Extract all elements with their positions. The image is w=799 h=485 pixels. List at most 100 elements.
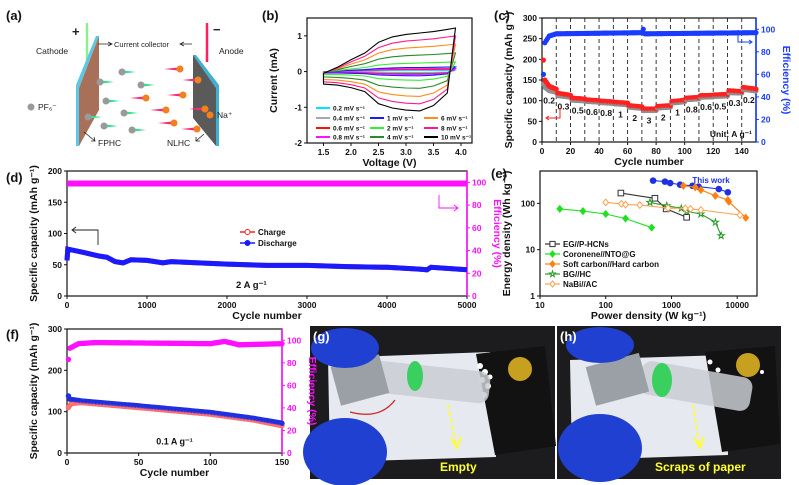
efficiency-point bbox=[540, 71, 547, 77]
anion-tail bbox=[143, 83, 155, 87]
data-point bbox=[617, 189, 625, 197]
legend-marker bbox=[549, 250, 556, 258]
current-collector-label: Current collector bbox=[114, 40, 170, 49]
x-tick-label: 20 bbox=[566, 146, 576, 156]
y2-tick-label: 0 bbox=[761, 137, 766, 147]
panel-label-c: (c) bbox=[494, 8, 510, 23]
legend-label: 8 mV s⁻¹ bbox=[441, 126, 468, 133]
data-point bbox=[661, 178, 669, 185]
notebook-emblem bbox=[508, 357, 532, 381]
data-point bbox=[736, 210, 744, 220]
pf6-anion bbox=[128, 126, 136, 134]
x-tick-label: 100 bbox=[599, 300, 613, 310]
rate-label: 0.2 bbox=[543, 96, 555, 106]
rate-label: 0.5 bbox=[714, 101, 726, 111]
photo-h: Scraps of paper (h) bbox=[557, 326, 781, 482]
legend-marker bbox=[244, 229, 251, 235]
x-tick-label: 4000 bbox=[378, 300, 397, 310]
y2-tick-label: 60 bbox=[472, 223, 482, 233]
y-axis-title: Specific capacity (mAh g⁻¹) bbox=[503, 12, 515, 149]
y2-axis-title: Efficiency (%) bbox=[780, 46, 792, 115]
legend-label: 0.4 mV s⁻¹ bbox=[333, 116, 365, 123]
pf6-anion bbox=[100, 122, 108, 130]
data-point bbox=[681, 204, 689, 213]
notebook bbox=[476, 346, 556, 455]
data-point bbox=[679, 181, 687, 190]
plot-frame bbox=[66, 328, 283, 454]
y-tick-label: 1 bbox=[297, 31, 302, 41]
data-point bbox=[622, 200, 629, 209]
pf6-anion bbox=[102, 97, 110, 105]
fphc-arrow-icon bbox=[83, 131, 96, 142]
cation-tail bbox=[130, 96, 144, 100]
series-soft-carbon-hard-carbon bbox=[679, 181, 750, 222]
y-axis-title: Current (mA) bbox=[268, 48, 280, 113]
legend-label: 4 mV s⁻¹ bbox=[387, 135, 414, 142]
pf6-label: PF₆⁻ bbox=[38, 102, 57, 112]
pf6-anion bbox=[84, 113, 92, 121]
plastic-bottle bbox=[359, 359, 491, 404]
cation-tail bbox=[164, 67, 178, 71]
na-cation bbox=[176, 65, 184, 73]
ions bbox=[84, 65, 209, 134]
legend-label: 2 mV s⁻¹ bbox=[387, 126, 414, 133]
pf6-legend-dot bbox=[27, 103, 35, 111]
metal-device bbox=[585, 352, 650, 406]
legend-label: Soft carbon//Hard carbon bbox=[563, 260, 659, 269]
y-tick-label: 50 bbox=[53, 260, 63, 270]
blue-glove-top bbox=[566, 327, 634, 363]
y-tick-label: 0 bbox=[57, 291, 62, 301]
anode-collector bbox=[193, 55, 219, 146]
y2-tick-label: 80 bbox=[761, 47, 771, 57]
y2-tick-label: 40 bbox=[472, 246, 482, 256]
red-wire bbox=[349, 399, 396, 415]
x-axis-title: Power density (W kg⁻¹) bbox=[591, 310, 706, 322]
anode-label: Anode bbox=[219, 46, 244, 56]
caption-scraps-of-paper: Scraps of paper bbox=[655, 460, 746, 474]
supercapacitor-schematic: + − Cathode Anode Current collector PF₆⁻… bbox=[27, 22, 244, 148]
x-tick-label: 100 bbox=[203, 457, 217, 467]
data-point bbox=[579, 207, 587, 216]
discharge-point bbox=[279, 420, 285, 426]
anion-tail bbox=[102, 80, 114, 84]
x-tick-label: 3.0 bbox=[400, 147, 412, 157]
fphc-label: FPHC bbox=[98, 138, 121, 148]
charge-point bbox=[553, 86, 559, 92]
rate-label: 0.8 bbox=[686, 104, 698, 114]
nlhc-arrow-icon bbox=[195, 133, 205, 142]
chart-b-cv: 1.5 2.0 2.5 3.0 3.5 4.0 -2 -1 0 1 Voltage (V) Curre… bbox=[268, 17, 473, 169]
panel-label-g: (g) bbox=[313, 329, 330, 344]
x-tick-label: 2000 bbox=[218, 300, 237, 310]
data-point bbox=[724, 189, 732, 196]
y-tick-label: 300 bbox=[523, 13, 537, 23]
y2-tick-label: 100 bbox=[761, 24, 775, 34]
legend-label: 0.8 mV s⁻¹ bbox=[333, 135, 365, 142]
anion-tail bbox=[126, 111, 138, 115]
y2-tick-label: 80 bbox=[287, 358, 297, 368]
panel-label-a: (a) bbox=[6, 8, 22, 23]
current-density-label: 2 A g⁻¹ bbox=[236, 280, 267, 291]
data-point bbox=[742, 213, 750, 222]
x-tick-label: 60 bbox=[623, 146, 633, 156]
legend-label: 0.6 mV s⁻¹ bbox=[333, 126, 365, 133]
y2-axis-title: Efficiency (%) bbox=[306, 357, 318, 426]
data-point bbox=[710, 217, 721, 227]
arrow-head-icon bbox=[450, 436, 462, 451]
y2-tick-label: 100 bbox=[287, 335, 301, 345]
na-cation bbox=[170, 119, 178, 127]
rate-label: 3 bbox=[647, 116, 652, 126]
cathode-collector bbox=[76, 36, 99, 146]
x-tick-label: 5000 bbox=[458, 300, 477, 310]
x-tick-label: 120 bbox=[706, 146, 720, 156]
x-tick-label: 1000 bbox=[662, 300, 681, 310]
nlhc-label: NLHC bbox=[167, 138, 190, 148]
data-point bbox=[697, 185, 705, 195]
cv-curve bbox=[322, 27, 457, 112]
data-point bbox=[715, 185, 723, 193]
arrow-head-icon bbox=[693, 436, 705, 451]
x-axis-title: Cycle number bbox=[232, 310, 301, 322]
data-point bbox=[651, 194, 659, 202]
legend-label: Coronene//NTO@G bbox=[563, 250, 636, 259]
